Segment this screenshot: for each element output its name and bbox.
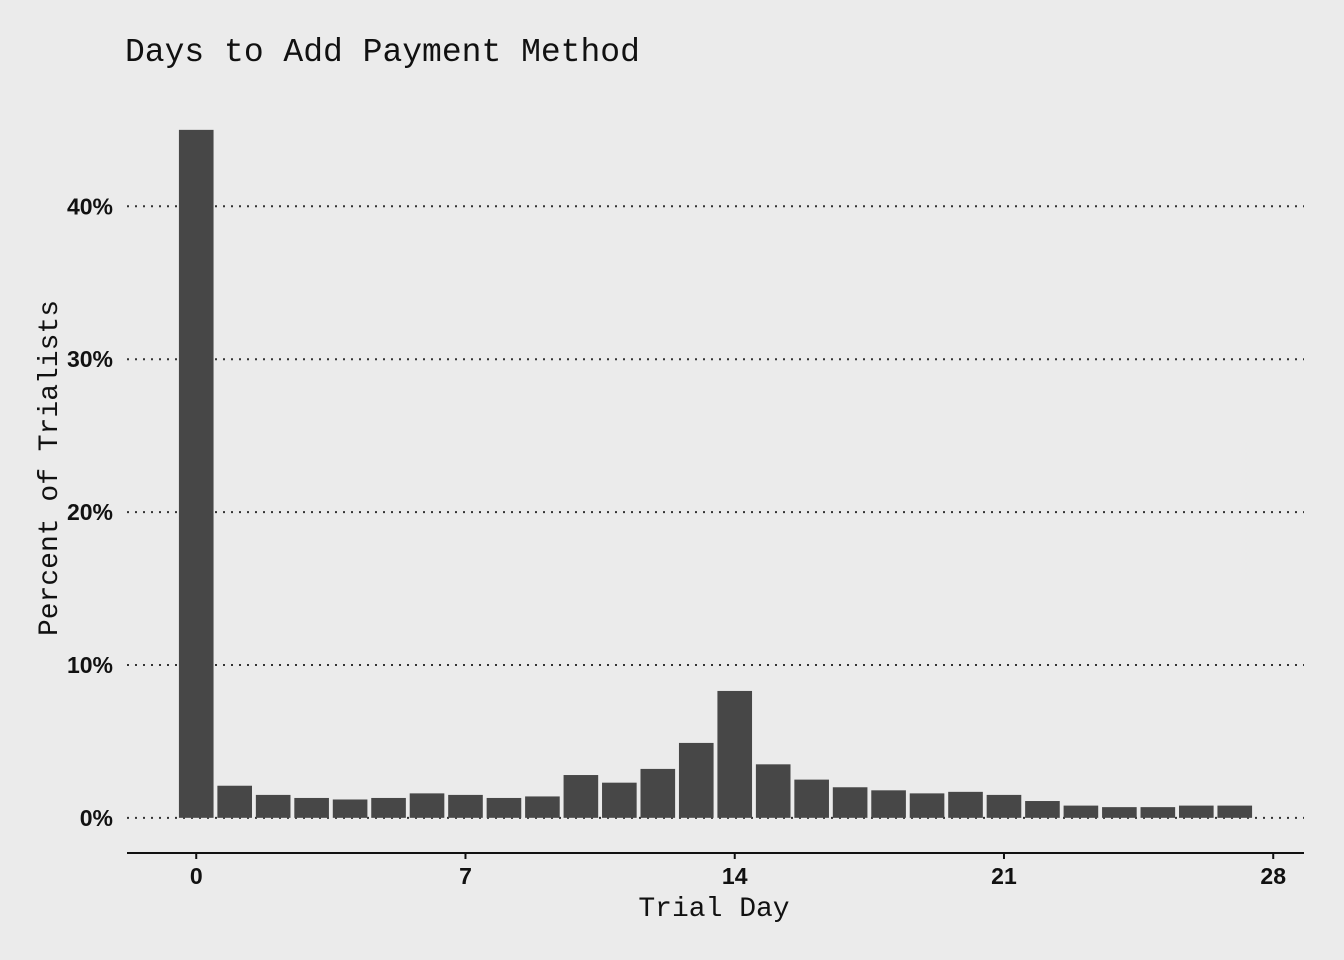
y-tick-label: 40% — [67, 193, 113, 219]
histogram-bar — [1178, 805, 1214, 818]
x-axis-title: Trial Day — [638, 894, 789, 925]
histogram-bar — [525, 796, 560, 818]
y-axis-ticks: 0% 10% 20% 30% 40% — [67, 193, 113, 831]
histogram-bar — [794, 779, 829, 818]
x-tick-label: 0 — [190, 863, 203, 889]
histogram-bar — [178, 129, 214, 818]
gridlines — [127, 205, 1304, 819]
histogram-bar — [755, 764, 791, 818]
x-axis-ticks: 0 7 14 21 28 — [190, 853, 1286, 889]
histogram-bar — [909, 793, 945, 818]
y-tick-label: 30% — [67, 346, 113, 372]
histogram-bar — [832, 787, 868, 818]
x-tick-label: 14 — [722, 863, 748, 889]
x-tick-label: 7 — [459, 863, 472, 889]
y-tick-label: 10% — [67, 652, 113, 678]
histogram-bar — [678, 742, 714, 818]
histogram-bar — [255, 794, 291, 818]
histogram-bar — [1102, 807, 1137, 818]
x-tick-label: 21 — [991, 863, 1017, 889]
histogram-bar — [486, 797, 522, 818]
histogram-bar — [371, 797, 406, 818]
histogram-bar — [332, 799, 368, 818]
y-axis-title: Percent of Trialists — [35, 300, 66, 636]
histogram-bar — [986, 794, 1022, 818]
x-tick-label: 28 — [1260, 863, 1286, 889]
chart-title: Days to Add Payment Method — [125, 34, 640, 71]
histogram-bar — [217, 785, 253, 818]
histogram-bar — [948, 791, 983, 818]
histogram-bar — [871, 790, 906, 818]
y-tick-label: 20% — [67, 499, 113, 525]
bars — [178, 129, 1253, 818]
histogram-bar — [1140, 807, 1176, 818]
histogram-bar — [1217, 805, 1253, 818]
histogram-bar — [602, 782, 637, 818]
histogram-bar — [448, 794, 483, 818]
y-tick-label: 0% — [80, 805, 113, 831]
histogram-bar — [409, 793, 445, 818]
histogram-bar — [640, 768, 676, 818]
histogram-bar — [1025, 801, 1060, 818]
histogram-bar — [1063, 805, 1099, 818]
histogram-bar — [294, 797, 329, 818]
histogram-bar — [563, 775, 599, 818]
histogram-bar — [717, 690, 753, 818]
